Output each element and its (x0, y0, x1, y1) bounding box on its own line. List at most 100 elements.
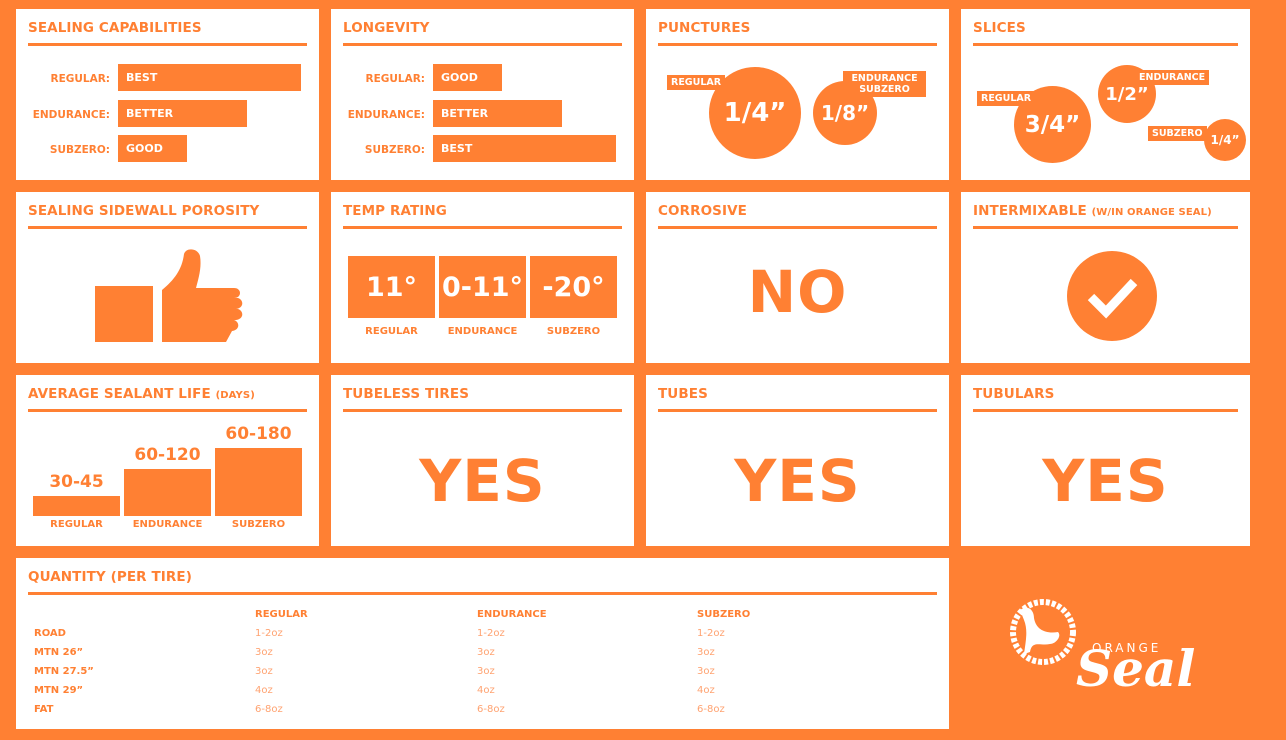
table-cell: 1-2oz (255, 628, 283, 639)
size-tag: REGULAR (667, 75, 726, 90)
rating-bar: GOOD (118, 135, 187, 162)
life-label: REGULAR (50, 519, 103, 530)
thumbs-up-icon (95, 249, 243, 342)
table-cell: 3oz (697, 666, 715, 677)
table-cell: 3oz (477, 666, 495, 677)
life-bar (124, 469, 211, 516)
table-cell: 6-8oz (255, 704, 283, 715)
table-cell: 3oz (255, 666, 273, 677)
title-text: INTERMIXABLE (973, 203, 1087, 219)
rating-bar: BETTER (433, 100, 562, 127)
row-label: FAT (34, 704, 54, 715)
panel-title: SLICES (973, 20, 1026, 36)
divider (973, 226, 1238, 229)
row-label: MTN 27.5” (34, 666, 94, 677)
size-circle: 1/8” (813, 81, 877, 145)
intermixable-panel: INTERMIXABLE (W/IN ORANGE SEAL) (961, 192, 1250, 363)
row-label: REGULAR: (50, 73, 110, 85)
size-circle: 1/4” (1204, 119, 1246, 161)
panel-title: INTERMIXABLE (W/IN ORANGE SEAL) (973, 203, 1212, 219)
temp-label: ENDURANCE (447, 326, 518, 337)
tubes-value: YES (734, 447, 861, 515)
divider (28, 43, 307, 46)
orange-seal-logo: ORANGE Seal (1010, 599, 1195, 696)
row-label: ENDURANCE: (347, 109, 425, 121)
temp-panel: TEMP RATING 11° 0-11° -20° REGULAR ENDUR… (331, 192, 634, 363)
temp-value: -20° (530, 256, 617, 318)
rating-bar: BEST (118, 64, 301, 91)
tubes-panel: TUBES YES (646, 375, 949, 546)
rating-bar: GOOD (433, 64, 502, 91)
panel-title: TUBES (658, 386, 708, 402)
slices-panel: SLICES 3/4” REGULAR 1/2” ENDURANCE 1/4” … (961, 9, 1250, 180)
table-cell: 4oz (477, 685, 495, 696)
temp-value: 11° (348, 256, 435, 318)
column-header: REGULAR (255, 609, 308, 620)
column-header: ENDURANCE (477, 609, 547, 620)
divider (343, 409, 622, 412)
row-label: MTN 26” (34, 647, 84, 658)
table-cell: 1-2oz (477, 628, 505, 639)
panel-title: TUBELESS TIRES (343, 386, 470, 402)
divider (973, 43, 1238, 46)
size-tag: REGULAR (977, 91, 1036, 106)
porosity-panel: SEALING SIDEWALL POROSITY (16, 192, 319, 363)
divider (973, 409, 1238, 412)
panel-title: PUNCTURES (658, 20, 751, 36)
divider (658, 409, 937, 412)
tubeless-value: YES (419, 447, 546, 515)
quantity-panel: QUANTITY (PER TIRE) REGULAR ENDURANCE SU… (16, 558, 949, 729)
divider (658, 226, 937, 229)
panel-title: QUANTITY (PER TIRE) (28, 569, 192, 585)
title-note: (DAYS) (215, 390, 255, 401)
row-label: MTN 29” (34, 685, 84, 696)
size-tag: ENDURANCE (1135, 70, 1210, 85)
checkmark-icon (1067, 251, 1157, 341)
panel-title: CORROSIVE (658, 203, 747, 219)
panel-title: TUBULARS (973, 386, 1055, 402)
row-label: ROAD (34, 628, 66, 639)
life-label: ENDURANCE (132, 519, 203, 530)
life-value: 60-120 (134, 445, 201, 466)
temp-label: REGULAR (365, 326, 418, 337)
tubulars-panel: TUBULARS YES (961, 375, 1250, 546)
divider (658, 43, 937, 46)
table-cell: 4oz (255, 685, 273, 696)
column-header: SUBZERO (697, 609, 751, 620)
panel-title: SEALING SIDEWALL POROSITY (28, 203, 260, 219)
life-value: 60-180 (225, 424, 292, 444)
title-text: AVERAGE SEALANT LIFE (28, 386, 211, 402)
row-label: SUBZERO: (49, 144, 110, 156)
corrosive-panel: CORROSIVE NO (646, 192, 949, 363)
life-bar (33, 496, 120, 516)
divider (343, 226, 622, 229)
life-label: SUBZERO (231, 519, 286, 530)
title-note: (W/IN ORANGE SEAL) (1091, 207, 1212, 218)
svg-text:ORANGE: ORANGE (1092, 641, 1161, 655)
table-cell: 3oz (697, 647, 715, 658)
rating-bar: BETTER (118, 100, 247, 127)
table-cell: 3oz (255, 647, 273, 658)
divider (28, 409, 307, 412)
life-bar (215, 448, 302, 516)
panel-title: TEMP RATING (343, 203, 447, 219)
svg-text:Seal: Seal (1076, 639, 1195, 696)
table-cell: 4oz (697, 685, 715, 696)
size-tag: SUBZERO (1148, 126, 1207, 141)
divider (28, 226, 307, 229)
size-tag: ENDURANCE SUBZERO (843, 71, 926, 97)
row-label: ENDURANCE: (32, 109, 110, 121)
tubeless-panel: TUBELESS TIRES YES (331, 375, 634, 546)
tubulars-value: YES (1042, 447, 1169, 515)
panel-title: SEALING CAPABILITIES (28, 20, 202, 36)
rating-bar: BEST (433, 135, 616, 162)
size-circle: 1/4” (709, 67, 801, 159)
divider (343, 43, 622, 46)
longevity-panel: LONGEVITY REGULAR: GOOD ENDURANCE: BETTE… (331, 9, 634, 180)
sealing-panel: SEALING CAPABILITIES REGULAR: BEST ENDUR… (16, 9, 319, 180)
corrosive-value: NO (747, 258, 848, 326)
temp-value: 0-11° (439, 256, 526, 318)
sealant-life-panel: AVERAGE SEALANT LIFE (DAYS) 30-45 60-120… (16, 375, 319, 546)
table-cell: 3oz (477, 647, 495, 658)
divider (28, 592, 937, 595)
